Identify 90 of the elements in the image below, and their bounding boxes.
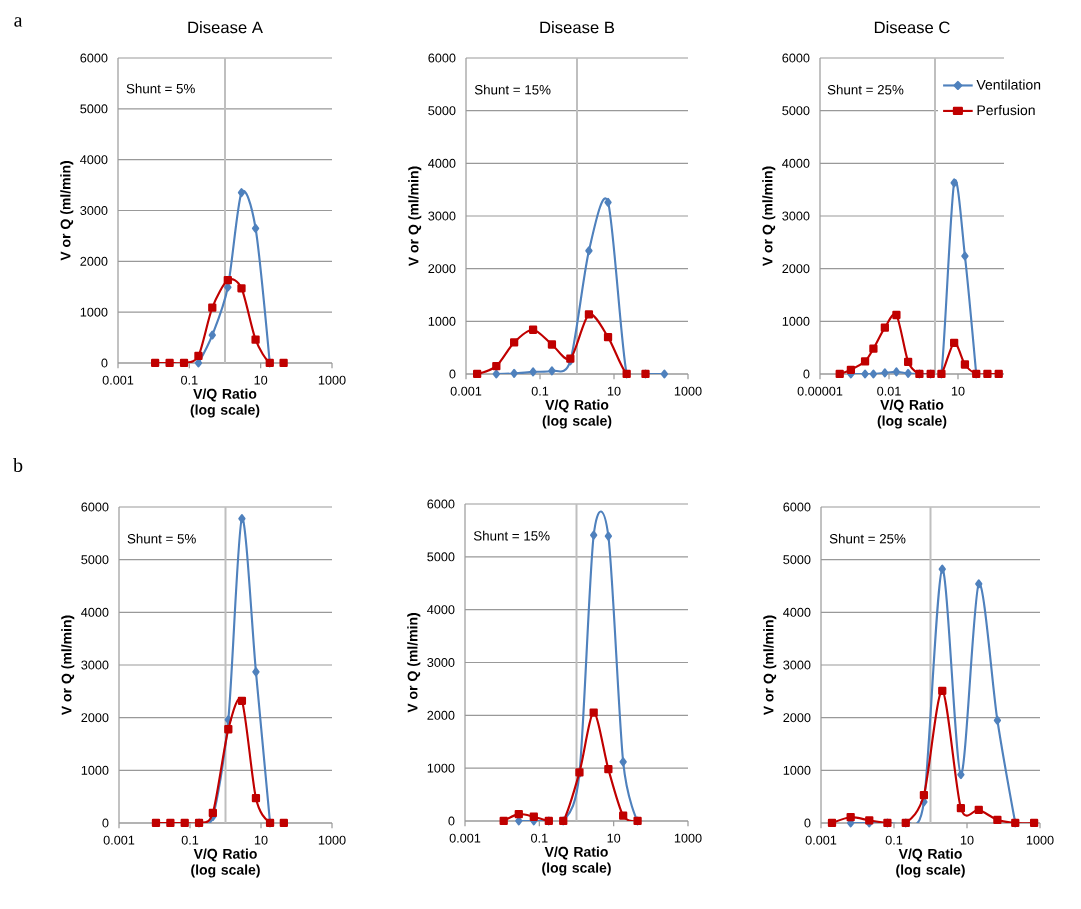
x-tick-label: 0.1 <box>885 835 903 845</box>
y-tick-label: 6000 <box>783 502 811 512</box>
y-tick-label: 3000 <box>782 211 810 221</box>
y-tick-label: 6000 <box>81 502 109 512</box>
y-tick-label: 2000 <box>427 710 455 720</box>
y-axis-title: V or Q (ml/min) <box>408 166 422 267</box>
y-tick-label: 4000 <box>782 158 810 168</box>
y-tick-label: 4000 <box>81 607 109 617</box>
y-tick-label: 5000 <box>81 555 109 565</box>
y-tick-label: 4000 <box>783 607 811 617</box>
y-tick-label: 1000 <box>783 765 811 775</box>
y-axis-title: V or Q (ml/min) <box>407 613 421 713</box>
y-tick-label: 6000 <box>428 53 456 63</box>
x-tick-label: 0.1 <box>531 833 548 843</box>
x-tick-label: 0.00001 <box>797 386 843 396</box>
y-tick-label: 0 <box>449 369 456 379</box>
annotation: Shunt = 15% <box>473 530 550 541</box>
annotation: Shunt = 25% <box>827 84 904 95</box>
x-tick-label: 10 <box>254 835 268 845</box>
y-tick-label: 5000 <box>783 555 811 565</box>
annotation: Shunt = 15% <box>474 84 551 95</box>
y-tick-label: 5000 <box>80 104 108 114</box>
y-tick-label: 5000 <box>427 552 455 562</box>
legend-label: Perfusion <box>977 104 1035 116</box>
y-tick-label: 3000 <box>428 211 456 221</box>
x-tick-label: 10 <box>254 375 268 385</box>
y-tick-label: 2000 <box>81 713 109 723</box>
y-tick-label: 4000 <box>427 605 455 615</box>
y-tick-label: 0 <box>448 816 455 826</box>
x-tick-label: 0.1 <box>181 835 199 845</box>
y-tick-label: 1000 <box>428 316 456 326</box>
x-axis-title: V/Q Ratio (log scale) <box>877 399 947 429</box>
y-tick-label: 4000 <box>428 158 456 168</box>
y-tick-label: 1000 <box>81 765 109 775</box>
x-tick-label: 10 <box>960 835 974 845</box>
y-axis-title: V or Q (ml/min) <box>762 166 776 267</box>
y-tick-label: 4000 <box>80 155 108 165</box>
y-tick-label: 0 <box>804 818 811 828</box>
x-tick-label: 10 <box>607 386 621 396</box>
y-tick-label: 2000 <box>782 264 810 274</box>
y-tick-label: 0 <box>101 358 108 368</box>
y-tick-label: 5000 <box>428 106 456 116</box>
chart-title: Disease A <box>188 21 263 34</box>
x-axis-title: V/Q Ratio (log scale) <box>542 399 612 429</box>
y-tick-label: 6000 <box>427 499 455 509</box>
annotation: Shunt = 5% <box>127 533 196 544</box>
x-tick-label: 0.001 <box>450 386 482 396</box>
x-tick-label: 1000 <box>318 375 346 385</box>
y-tick-label: 2000 <box>80 256 108 266</box>
x-tick-label: 0.001 <box>103 835 135 845</box>
x-axis-title: V/Q Ratio (log scale) <box>191 848 260 878</box>
x-tick-label: 0.1 <box>181 375 198 385</box>
y-tick-label: 1000 <box>80 307 108 317</box>
x-axis-title: V/Q Ratio (log scale) <box>190 388 260 418</box>
x-tick-label: 10 <box>951 386 965 396</box>
y-tick-label: 6000 <box>80 53 108 63</box>
legend-label: Ventilation <box>976 79 1041 90</box>
x-tick-label: 0.001 <box>102 375 134 385</box>
chart-title: Disease B <box>540 21 615 34</box>
text: a <box>14 17 23 27</box>
y-axis-title: V or Q (ml/min) <box>61 615 75 716</box>
y-tick-label: 2000 <box>428 264 456 274</box>
x-tick-label: 1000 <box>674 833 702 843</box>
x-axis-title: V/Q Ratio (log scale) <box>542 846 611 876</box>
y-tick-label: 2000 <box>783 713 811 723</box>
x-tick-label: 0.001 <box>805 835 837 845</box>
y-tick-label: 3000 <box>427 658 455 667</box>
y-tick-label: 3000 <box>80 206 108 215</box>
x-tick-label: 1000 <box>674 386 702 396</box>
y-axis-title: V or Q (ml/min) <box>60 161 74 261</box>
y-tick-label: 1000 <box>782 316 810 326</box>
x-tick-label: 0.01 <box>877 386 901 396</box>
y-tick-label: 0 <box>102 818 109 828</box>
x-tick-label: 1000 <box>318 835 346 845</box>
chart-title: Disease C <box>874 21 950 34</box>
annotation: Shunt = 25% <box>829 533 906 544</box>
x-tick-label: 0.001 <box>449 833 481 843</box>
y-axis-title: V or Q (ml/min) <box>763 615 777 716</box>
y-tick-label: 6000 <box>782 53 810 63</box>
annotation: Shunt = 5% <box>126 83 195 94</box>
y-tick-label: 1000 <box>427 763 455 773</box>
y-tick-label: 5000 <box>782 106 810 116</box>
x-tick-label: 10 <box>607 833 621 843</box>
x-tick-label: 1000 <box>1026 835 1054 845</box>
x-tick-label: 0.1 <box>531 386 549 396</box>
y-tick-label: 3000 <box>81 660 109 670</box>
x-axis-title: V/Q Ratio (log scale) <box>896 848 965 878</box>
y-tick-label: 0 <box>803 369 810 379</box>
y-tick-label: 3000 <box>783 660 811 670</box>
text: b <box>13 457 23 472</box>
